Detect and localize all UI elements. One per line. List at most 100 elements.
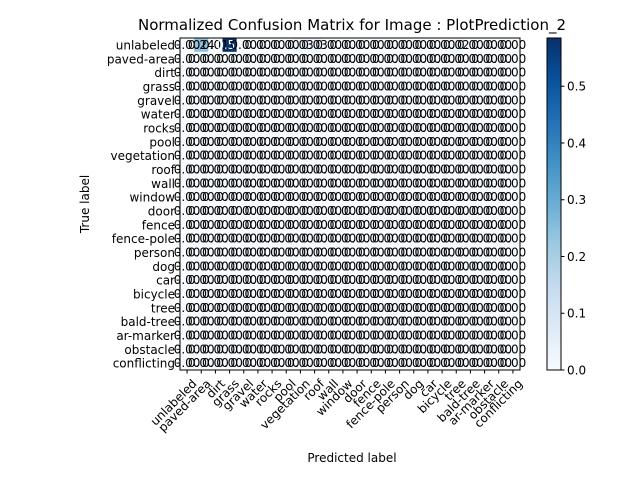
heatmap-cell bbox=[477, 190, 492, 205]
cell-value-label: 0.00 bbox=[415, 79, 442, 93]
heatmap-cell bbox=[364, 259, 379, 274]
heatmap-cell bbox=[364, 148, 379, 163]
cell-value-label: 0.00 bbox=[259, 52, 286, 66]
heatmap-cell bbox=[279, 162, 294, 177]
cell-value-label: 0.00 bbox=[216, 204, 243, 218]
heatmap-cell bbox=[293, 356, 308, 371]
cell-value-label: 0.00 bbox=[216, 232, 243, 246]
cell-value-label: 0.00 bbox=[457, 204, 484, 218]
y-tick-label: car bbox=[156, 274, 175, 288]
cell-value-label: 0.00 bbox=[330, 38, 357, 52]
cell-value-label: 0.00 bbox=[415, 66, 442, 80]
cell-value-label: 0.00 bbox=[485, 232, 512, 246]
cell-value-label: 0.00 bbox=[443, 176, 470, 190]
cell-value-label: 0.00 bbox=[372, 135, 399, 149]
cell-value-label: 0.00 bbox=[485, 107, 512, 121]
heatmap-cell bbox=[364, 65, 379, 80]
heatmap-cell bbox=[265, 176, 280, 191]
heatmap-cell bbox=[222, 328, 237, 343]
heatmap-cell bbox=[307, 190, 322, 205]
heatmap-cell bbox=[307, 121, 322, 136]
cell-value-label: 0.00 bbox=[315, 232, 342, 246]
heatmap-cell bbox=[406, 217, 422, 232]
cell-value-label: 0.00 bbox=[457, 315, 484, 329]
cell-value-label: 0.00 bbox=[344, 176, 371, 190]
heatmap-cell bbox=[406, 107, 422, 122]
cell-value-label: 0.00 bbox=[358, 328, 385, 342]
heatmap-cell bbox=[505, 65, 521, 80]
cell-value-label: 0.00 bbox=[443, 315, 470, 329]
heatmap-cell bbox=[392, 287, 407, 302]
cell-value-label: 0.00 bbox=[372, 176, 399, 190]
cell-value-label: 0.00 bbox=[485, 204, 512, 218]
heatmap-cell bbox=[435, 245, 450, 260]
cell-value-label: 0.00 bbox=[287, 342, 314, 356]
heatmap-cell bbox=[350, 65, 365, 80]
cell-value-label: 0.00 bbox=[301, 107, 328, 121]
heatmap-cell bbox=[222, 204, 237, 219]
heatmap-cell bbox=[250, 356, 266, 371]
cell-value-label: 0.00 bbox=[216, 342, 243, 356]
heatmap-cell bbox=[335, 93, 351, 108]
cell-value-label: 0.00 bbox=[386, 356, 413, 370]
heatmap-cell bbox=[180, 342, 195, 357]
heatmap-cell bbox=[335, 38, 351, 53]
heatmap-cell bbox=[406, 204, 422, 219]
heatmap-cell bbox=[477, 93, 492, 108]
cell-value-label: 0.00 bbox=[287, 301, 314, 315]
heatmap-cell bbox=[463, 162, 478, 177]
cell-value-label: 0.00 bbox=[400, 66, 427, 80]
heatmap-cell bbox=[180, 107, 195, 122]
heatmap-cell bbox=[236, 231, 252, 246]
cell-value-label: 0.00 bbox=[372, 66, 399, 80]
cell-value-label: 0.00 bbox=[301, 315, 328, 329]
colorbar bbox=[546, 37, 562, 371]
cell-value-label: 0.00 bbox=[400, 121, 427, 135]
heatmap-cell bbox=[180, 51, 195, 66]
heatmap-cell bbox=[293, 231, 308, 246]
cell-value-label: 0.00 bbox=[287, 93, 314, 107]
heatmap-cell bbox=[250, 314, 266, 329]
y-tick-label: ar-marker bbox=[116, 329, 175, 343]
cell-value-label: 0.00 bbox=[259, 259, 286, 273]
cell-value-label: 0.00 bbox=[202, 66, 229, 80]
heatmap-cell bbox=[279, 134, 294, 149]
heatmap-cell bbox=[491, 121, 507, 136]
cell-value-label: 0.00 bbox=[330, 328, 357, 342]
cell-value-label: 0.00 bbox=[415, 190, 442, 204]
cell-value-label: 0.00 bbox=[471, 301, 498, 315]
heatmap-cell bbox=[364, 287, 379, 302]
cell-value-label: 0.00 bbox=[429, 79, 456, 93]
heatmap-cell bbox=[307, 176, 322, 191]
cell-value-label: 0.00 bbox=[386, 52, 413, 66]
cell-value-label: 0.00 bbox=[386, 218, 413, 232]
cell-value-label: 0.00 bbox=[500, 342, 527, 356]
heatmap-cell bbox=[435, 51, 450, 66]
heatmap-cell bbox=[449, 190, 464, 205]
heatmap-cell bbox=[505, 300, 521, 315]
heatmap-cell bbox=[463, 190, 478, 205]
cell-value-label: 0.00 bbox=[230, 176, 257, 190]
cell-value-label: 0.00 bbox=[301, 162, 328, 176]
heatmap-cell bbox=[392, 356, 407, 371]
heatmap-cell bbox=[392, 93, 407, 108]
heatmap-cell bbox=[406, 93, 422, 108]
heatmap-cell bbox=[236, 342, 252, 357]
cell-value-label: 0.00 bbox=[344, 38, 371, 52]
heatmap-cell bbox=[364, 79, 379, 94]
cell-value-label: 0.00 bbox=[500, 190, 527, 204]
cell-value-label: 0.00 bbox=[400, 218, 427, 232]
cell-value-label: 0.00 bbox=[273, 315, 300, 329]
heatmap-cell bbox=[491, 204, 507, 219]
heatmap-cell bbox=[420, 190, 436, 205]
cell-value-label: 0.00 bbox=[372, 218, 399, 232]
cell-value-label: 0.00 bbox=[457, 38, 484, 52]
heatmap-cell bbox=[250, 273, 266, 288]
cell-value-label: 0.00 bbox=[216, 328, 243, 342]
y-tick-label: dirt bbox=[154, 66, 175, 80]
cell-value-label: 0.00 bbox=[358, 135, 385, 149]
heatmap-cell bbox=[321, 51, 337, 66]
heatmap-cell bbox=[194, 204, 209, 219]
heatmap-cell bbox=[420, 79, 436, 94]
heatmap-cell bbox=[194, 121, 209, 136]
